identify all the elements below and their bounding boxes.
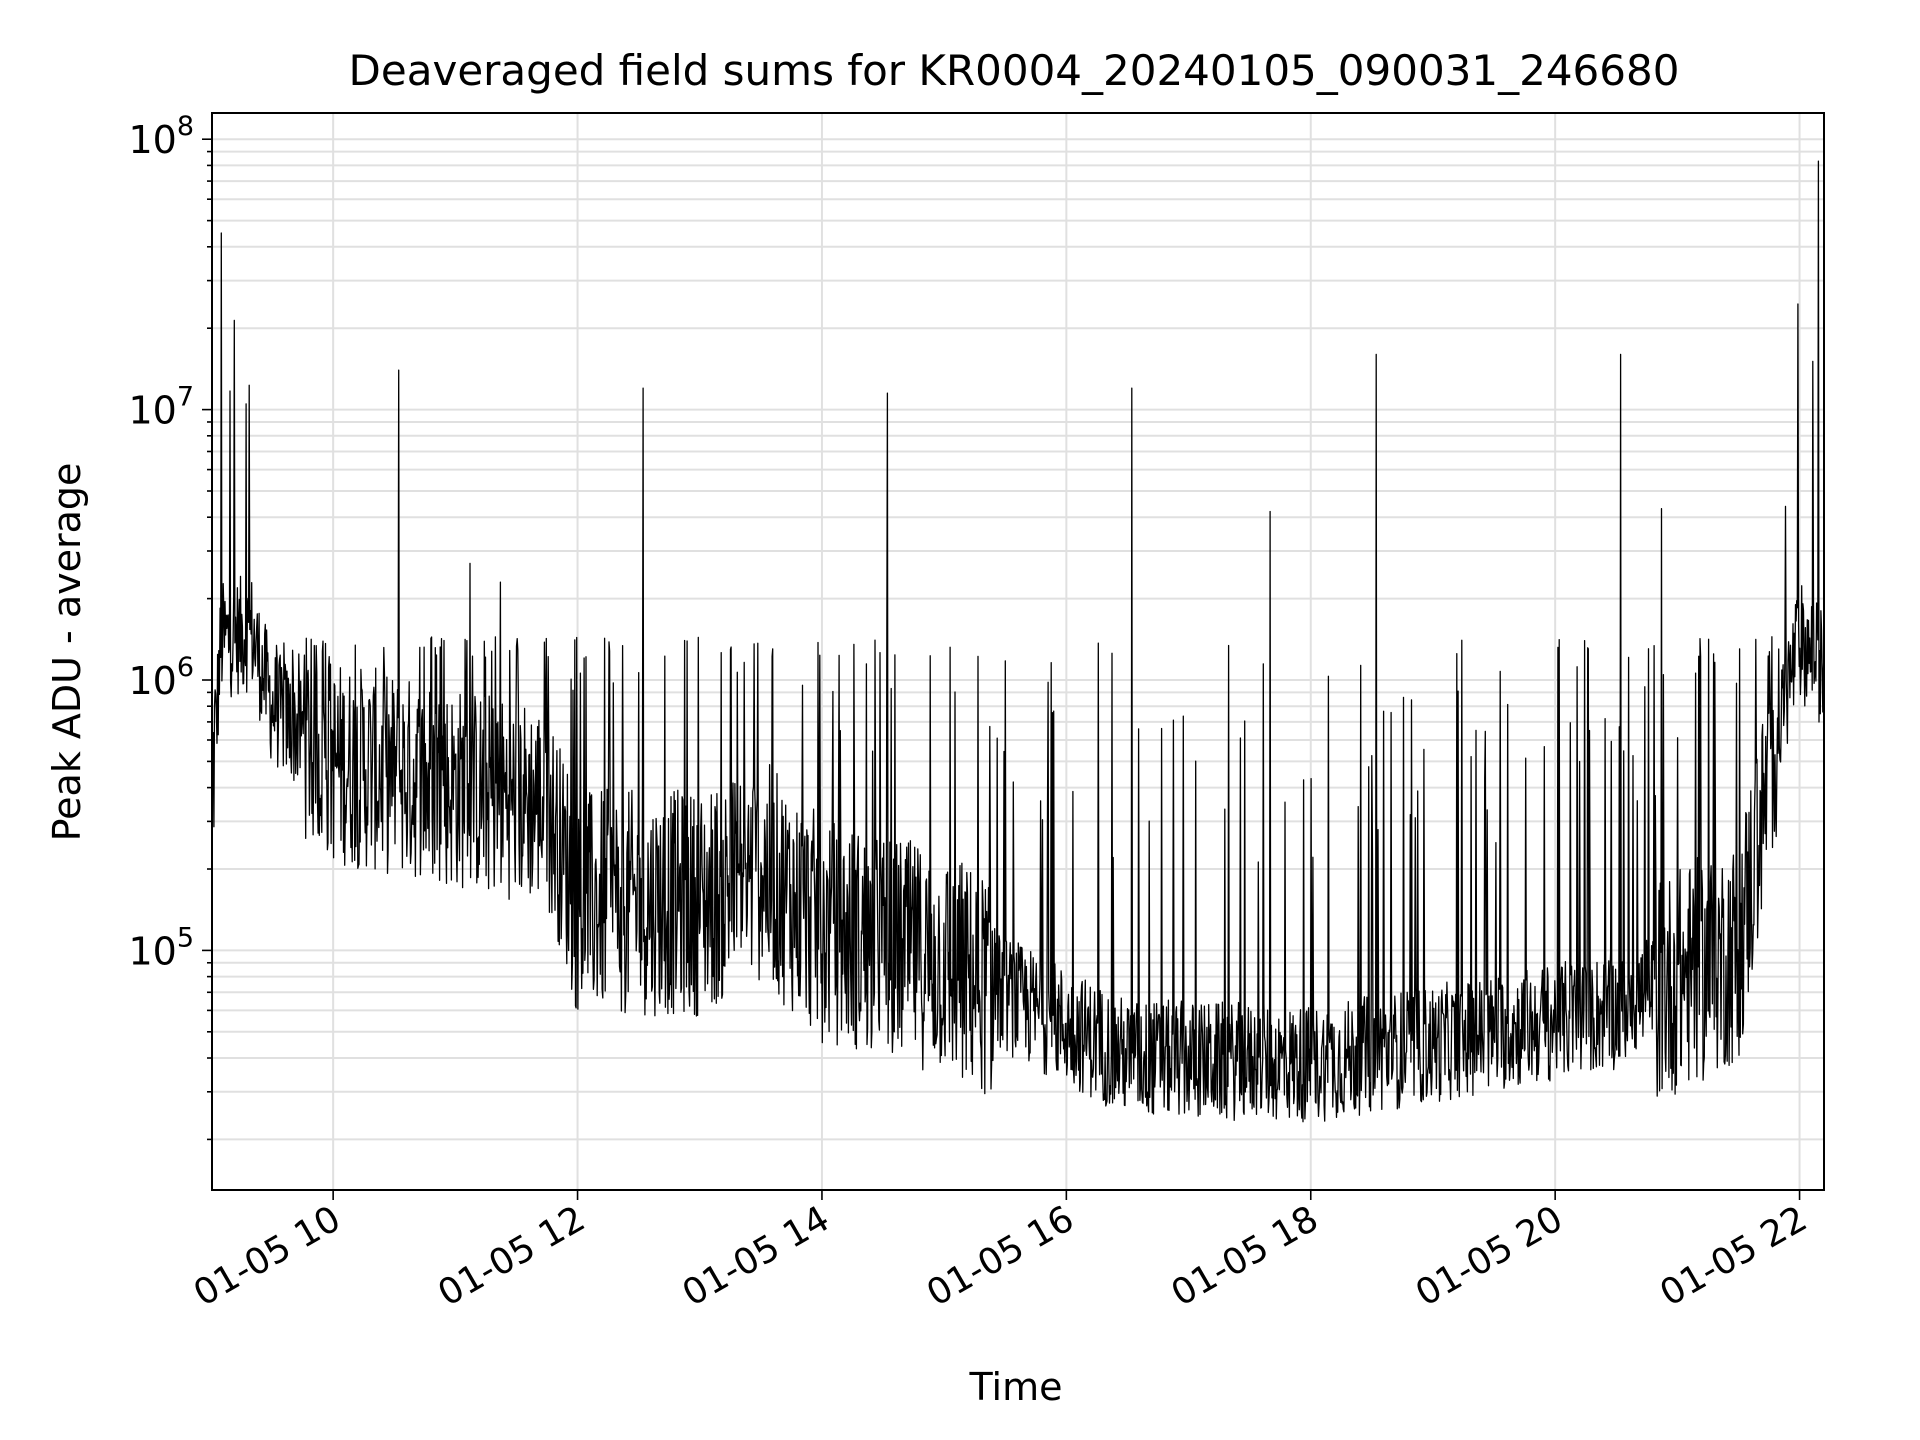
y-tick-base: 10 [128,659,176,703]
y-tick-label: 106 [128,652,194,703]
data-series [211,160,1825,1123]
y-tick-base: 10 [128,118,176,162]
y-tick-exponent: 5 [177,922,194,953]
y-tick-exponent: 6 [177,652,194,683]
y-tick-label: 107 [128,382,194,433]
plot-frame [211,112,1825,1191]
chart-title: Deaveraged field sums for KR0004_2024010… [349,46,1680,95]
x-axis-label: Time [969,1365,1063,1409]
y-tick-exponent: 8 [177,111,194,142]
grid [212,113,1824,1190]
y-tick-base: 10 [128,929,176,973]
y-tick-label: 108 [128,111,194,162]
series-line [211,160,1825,1123]
y-tick-base: 10 [128,389,176,433]
y-axis-label: Peak ADU - average [45,463,89,842]
y-tick-exponent: 7 [177,382,194,413]
y-tick-label: 105 [128,922,194,973]
